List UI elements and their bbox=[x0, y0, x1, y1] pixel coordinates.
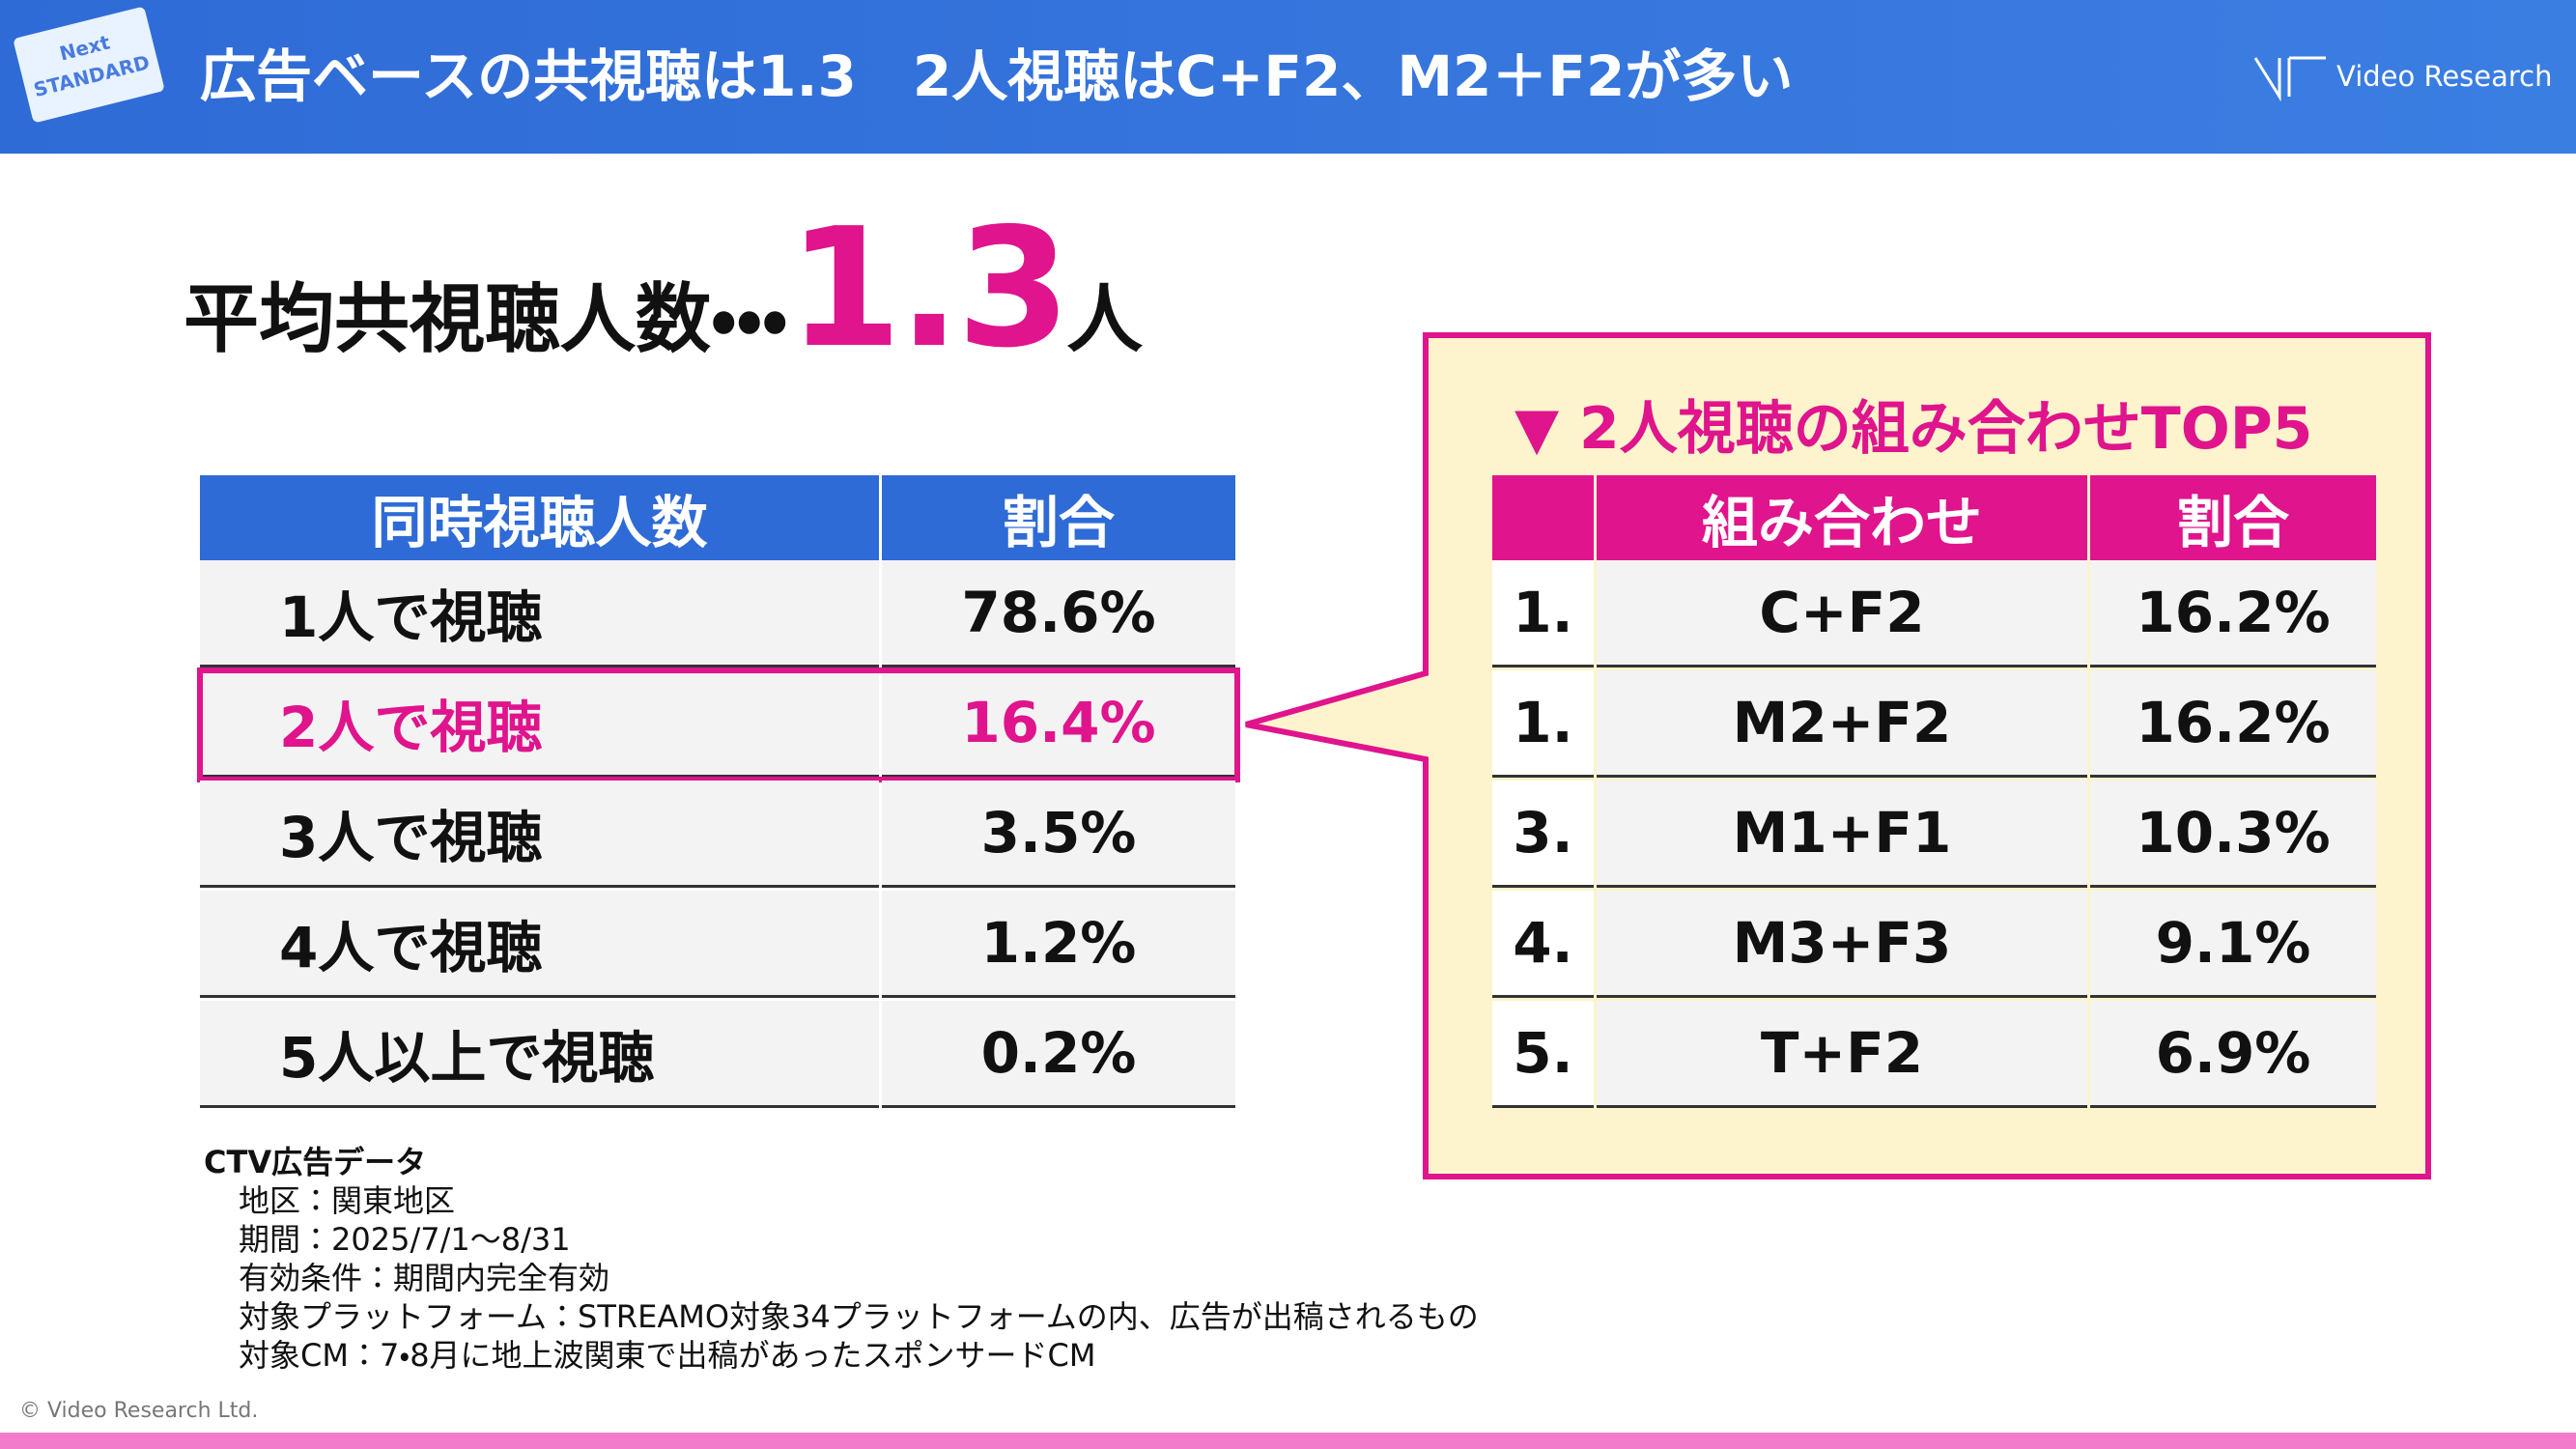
logo: Video Research bbox=[2336, 60, 2553, 93]
highlight-frame bbox=[197, 668, 1240, 782]
summary: 平均共視聴人数・・・ 1.3 人 bbox=[184, 193, 1143, 386]
table2-cell: 4. bbox=[1492, 891, 1594, 998]
table2-cell: 9.1% bbox=[2090, 891, 2376, 998]
table2-cell: M1+F1 bbox=[1597, 781, 2087, 888]
table1-cell: 5人以上で視聴 bbox=[200, 1001, 879, 1108]
table2-cell: 3. bbox=[1492, 781, 1594, 888]
table2-cell: M2+F2 bbox=[1597, 670, 2087, 778]
footer-strip bbox=[0, 1433, 2576, 1449]
table1-cell: 1人で視聴 bbox=[200, 560, 879, 668]
table2-header: 割合 bbox=[2090, 475, 2376, 560]
table1-header: 同時視聴人数 bbox=[200, 475, 879, 560]
table2-cell: 16.2% bbox=[2090, 560, 2376, 668]
table2-cell: 5. bbox=[1492, 1001, 1594, 1108]
table2-cell: 1. bbox=[1492, 560, 1594, 668]
summary-label: 平均共視聴人数・・・ bbox=[184, 276, 788, 363]
summary-value: 1.3 bbox=[787, 193, 1071, 384]
table1-cell: 1.2% bbox=[882, 891, 1235, 998]
table2-cell: T+F2 bbox=[1597, 1001, 2087, 1108]
table2-cell: 1. bbox=[1492, 670, 1594, 778]
logo-mark bbox=[2253, 56, 2326, 101]
table2-cell: M3+F3 bbox=[1597, 891, 2087, 998]
table2-title: ▼ 2人視聴の組み合わせTOP5 bbox=[1514, 395, 2313, 463]
notes: CTV広告データ 地区：関東地区 期間：2025/7/1～8/31 有効条件：期間内… bbox=[204, 1143, 1479, 1375]
table1-cell: 3人で視聴 bbox=[200, 781, 879, 888]
table1-cell: 16.4% bbox=[882, 670, 1235, 778]
table1-cell: 4人で視聴 bbox=[200, 891, 879, 998]
notes-title: CTV広告データ bbox=[204, 1144, 427, 1180]
table1-cell: 3.5% bbox=[882, 781, 1235, 888]
notes-line: 期間：2025/7/1～8/31 bbox=[239, 1221, 571, 1258]
table2-cell: 6.9% bbox=[2090, 1001, 2376, 1108]
table1-cell: 78.6% bbox=[882, 560, 1235, 668]
table2-header: 組み合わせ bbox=[1597, 475, 2087, 560]
table1-cell: 0.2% bbox=[882, 1001, 1235, 1108]
table2-header-blank bbox=[1492, 475, 1594, 560]
notes-line: 対象プラットフォーム：STREAMO対象34プラットフォームの内、広告が出稿され… bbox=[239, 1298, 1479, 1335]
summary-unit: 人 bbox=[1066, 276, 1143, 363]
table1-cell: 2人で視聴 bbox=[200, 670, 879, 778]
table2-cell: 10.3% bbox=[2090, 781, 2376, 888]
table1-header: 割合 bbox=[882, 475, 1235, 560]
title: 広告ベースの共視聴は1.3 2人視聴はC+F2、M2＋F2が多い bbox=[200, 43, 1794, 109]
table2-cell: C+F2 bbox=[1597, 560, 2087, 668]
table2-cell: 16.2% bbox=[2090, 670, 2376, 778]
notes-line: 対象CM：7・8月に地上波関東で出稿があったスポンサードCM bbox=[239, 1337, 1096, 1374]
notes-line: 有効条件：期間内完全有効 bbox=[239, 1260, 610, 1296]
notes-line: 地区：関東地区 bbox=[239, 1182, 456, 1219]
header-bar bbox=[0, 0, 2576, 154]
copyright: © Video Research Ltd. bbox=[19, 1399, 259, 1423]
